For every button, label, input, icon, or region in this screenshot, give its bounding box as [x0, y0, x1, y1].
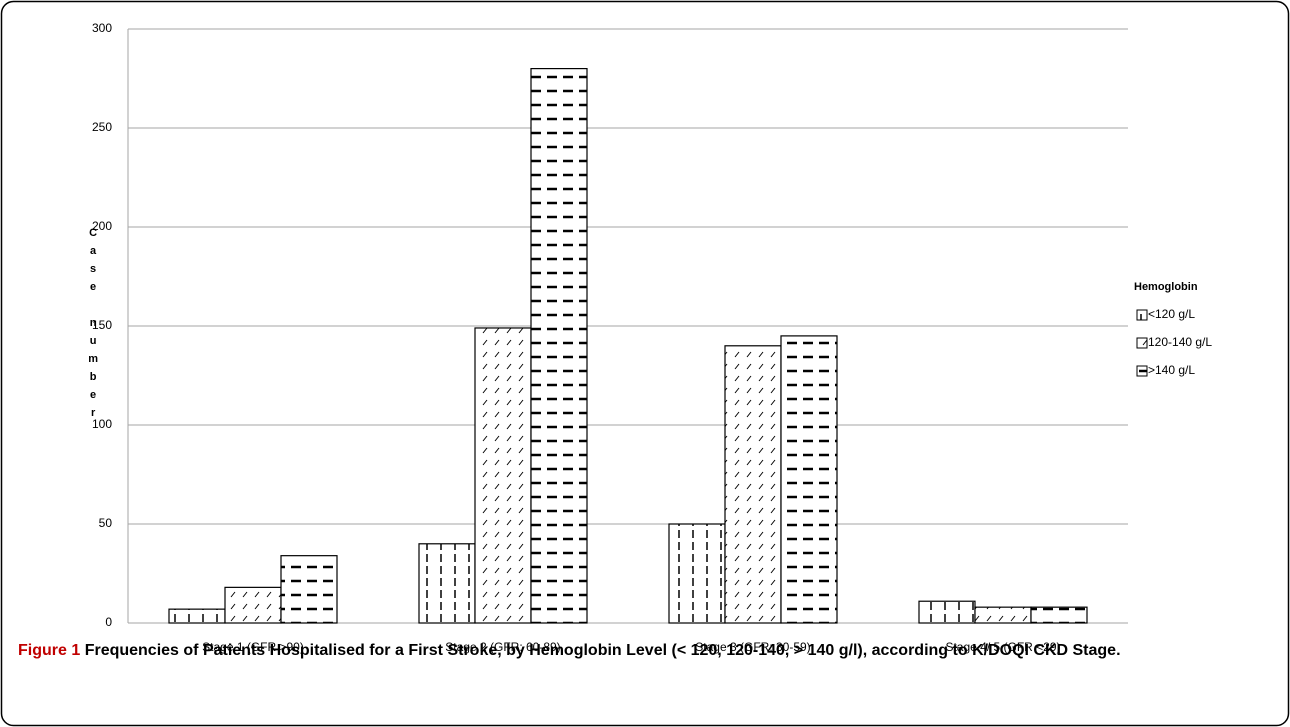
- legend-swatch: [1136, 365, 1148, 377]
- y-tick-label: 150: [92, 318, 112, 332]
- bar: [474, 327, 532, 624]
- bar: [280, 555, 338, 624]
- legend-swatch: [1136, 309, 1148, 321]
- bar: [918, 600, 976, 624]
- legend-label: 120-140 g/L: [1148, 335, 1212, 349]
- legend-swatch: [1136, 337, 1148, 349]
- caption-label: Figure 1: [18, 642, 81, 659]
- bar: [1030, 606, 1088, 624]
- caption: Figure 1 Frequencies of Patients Hospita…: [18, 638, 1280, 664]
- x-tick-label: Stage 1 (GFR >90): [202, 640, 304, 654]
- x-tick-label: Stage 3 (GFR: 30-59): [695, 640, 810, 654]
- legend-title: Hemoglobin: [1134, 281, 1198, 293]
- y-axis-label: Case number: [87, 227, 99, 425]
- bar: [530, 67, 588, 624]
- legend-label: >140 g/L: [1148, 363, 1195, 377]
- bar: [780, 335, 838, 624]
- bar: [224, 586, 282, 624]
- y-tick-label: 250: [92, 120, 112, 134]
- caption-text: Frequencies of Patients Hospitalised for…: [84, 642, 1121, 659]
- x-tick-label: Stage 2 (GFR: 60-89): [445, 640, 560, 654]
- y-tick-label: 300: [92, 21, 112, 35]
- bar: [668, 523, 726, 624]
- y-tick-label: 0: [105, 615, 112, 629]
- bar: [418, 543, 476, 624]
- bar: [168, 608, 226, 624]
- bar: [974, 606, 1032, 624]
- bar: [724, 345, 782, 624]
- x-tick-label: Stage 4/ 5 (GFR <29): [945, 640, 1060, 654]
- y-tick-label: 50: [99, 516, 113, 530]
- y-tick-label: 100: [92, 417, 112, 431]
- y-tick-label: 200: [92, 219, 112, 233]
- legend-label: <120 g/L: [1148, 307, 1195, 321]
